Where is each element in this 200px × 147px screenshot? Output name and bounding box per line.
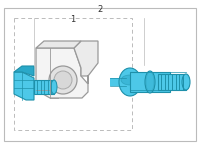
Polygon shape — [14, 72, 34, 100]
Ellipse shape — [121, 75, 139, 85]
FancyBboxPatch shape — [158, 74, 186, 90]
Text: 1: 1 — [70, 15, 76, 24]
FancyBboxPatch shape — [34, 80, 54, 94]
Circle shape — [54, 71, 72, 89]
Ellipse shape — [182, 74, 190, 90]
Ellipse shape — [119, 68, 141, 96]
Circle shape — [49, 66, 77, 94]
Text: 2: 2 — [97, 5, 103, 14]
Polygon shape — [14, 66, 34, 76]
Bar — [14, 18, 132, 130]
Ellipse shape — [146, 72, 154, 92]
Polygon shape — [36, 48, 88, 98]
Polygon shape — [36, 41, 81, 48]
Ellipse shape — [51, 80, 57, 94]
Polygon shape — [74, 41, 98, 84]
Bar — [110, 78, 126, 86]
Ellipse shape — [145, 71, 155, 93]
FancyBboxPatch shape — [130, 72, 170, 92]
